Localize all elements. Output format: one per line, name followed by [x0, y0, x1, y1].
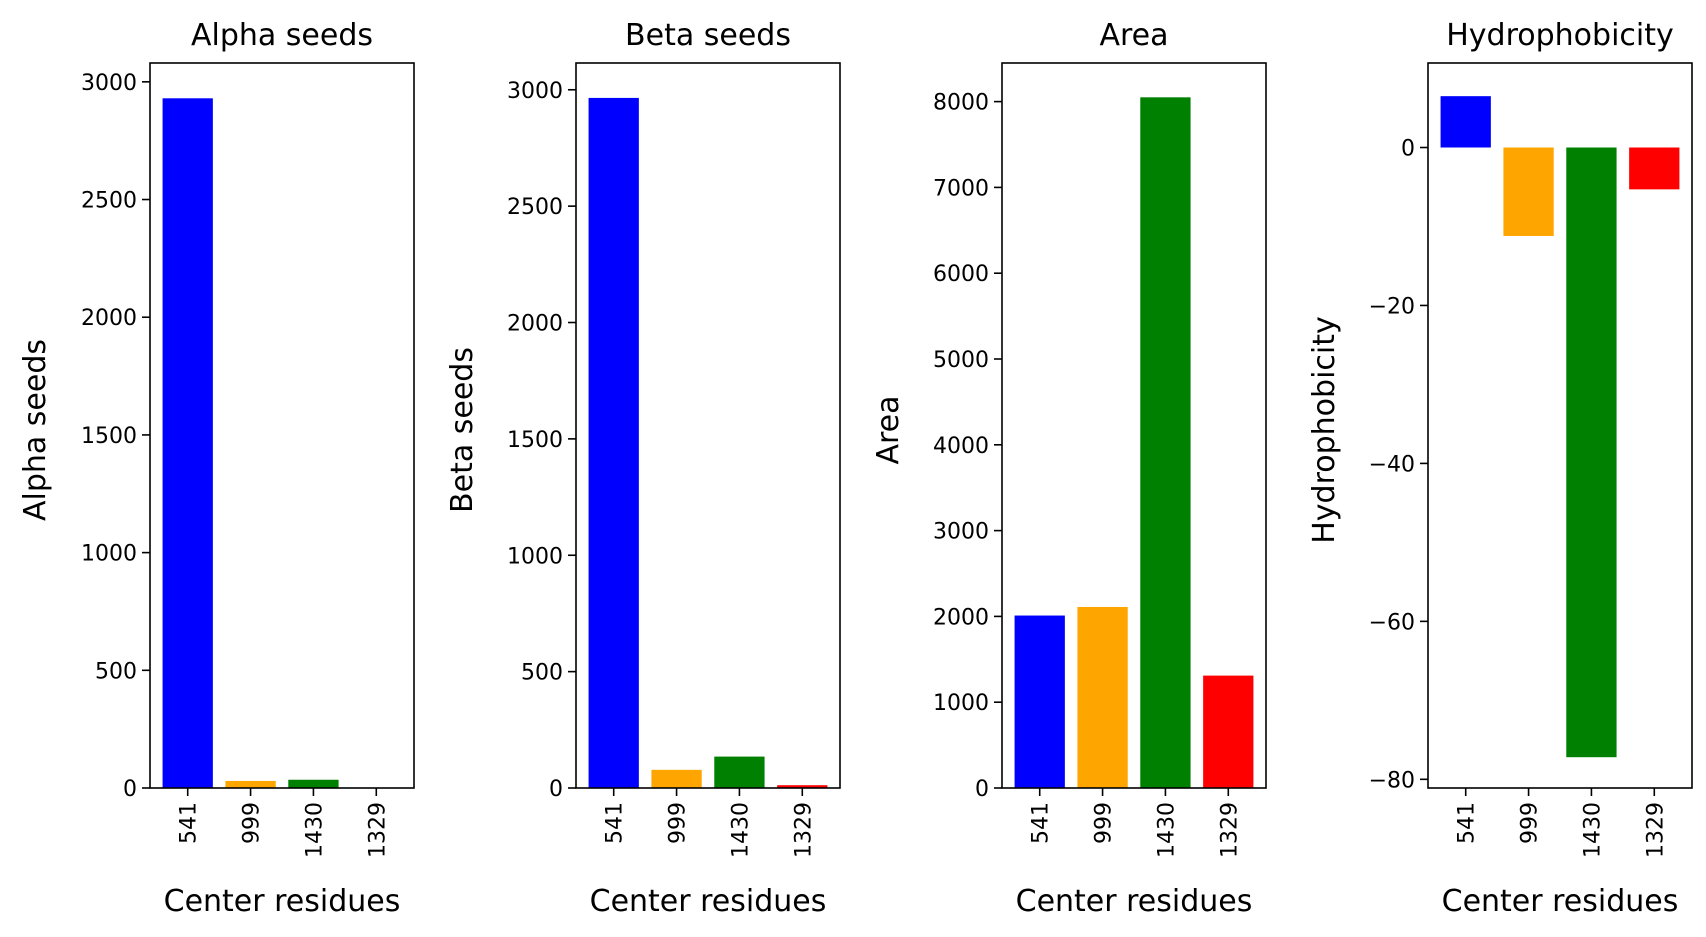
y-tick-label: 0: [549, 777, 563, 802]
x-axis-label: Center residues: [590, 884, 827, 919]
bar-541: [162, 98, 213, 788]
panel-hydrophobicity: Hydrophobicity Hydrophobicity Center res…: [1307, 18, 1678, 919]
chart-marks: 0 500 1000 1500 2000 2500 3000 541 999 1430 1329 0 5…: [81, 62, 1693, 858]
y-tick-label: 7000: [933, 176, 989, 201]
x-axis-label: Center residues: [164, 884, 401, 919]
y-axis-label: Alpha seeds: [18, 339, 53, 521]
y-tick-label: 6000: [933, 262, 989, 287]
y-tick-label: −40: [1369, 452, 1415, 477]
bar-999: [1077, 606, 1128, 788]
panel-title: Area: [1099, 18, 1168, 53]
y-tick-label: 3000: [507, 79, 563, 104]
y-tick-label: 500: [95, 659, 137, 684]
bar-1430: [1140, 97, 1191, 789]
x-tick-label: 999: [240, 802, 265, 844]
x-tick-label: 1430: [302, 802, 327, 858]
bar-999: [1503, 147, 1554, 236]
bar-999: [225, 780, 276, 788]
bar-999: [651, 769, 702, 788]
x-tick-label: 1430: [1580, 802, 1605, 858]
x-tick-label: 1430: [1154, 802, 1179, 858]
panel-title: Hydrophobicity: [1446, 18, 1674, 53]
y-axis-label: Area: [871, 395, 906, 464]
x-tick-label: 541: [603, 802, 628, 844]
bar-541: [588, 97, 639, 788]
y-tick-label: 2000: [933, 605, 989, 630]
x-tick-label: 999: [1518, 802, 1543, 844]
panel-beta-seeds: Beta seeds Beta seeds Center residues: [445, 18, 826, 919]
bar-1430: [288, 779, 339, 788]
panel-area: Area Area Center residues: [871, 18, 1252, 919]
bar-1430: [1566, 147, 1617, 758]
y-tick-label: 1000: [507, 544, 563, 569]
x-tick-label: 1430: [728, 802, 753, 858]
y-tick-label: 2000: [81, 306, 137, 331]
x-axis-label: Center residues: [1442, 884, 1679, 919]
bar-1329: [1203, 675, 1254, 788]
y-tick-label: 3000: [81, 71, 137, 96]
y-tick-label: 0: [1401, 137, 1415, 162]
x-axis-label: Center residues: [1016, 884, 1253, 919]
axes-frame: [1427, 62, 1693, 789]
x-tick-label: 541: [177, 802, 202, 844]
y-tick-label: 500: [521, 661, 563, 686]
y-axis-label: Hydrophobicity: [1307, 316, 1342, 544]
panel-alpha-seeds: Alpha seeds Alpha seeds Center residues: [18, 18, 400, 919]
panel-title: Alpha seeds: [191, 18, 373, 53]
y-tick-label: 1000: [81, 542, 137, 567]
x-tick-label: 1329: [791, 802, 816, 858]
bar-541: [1014, 615, 1065, 788]
axes-frame: [149, 62, 415, 789]
axes-frame: [575, 62, 841, 789]
axes-frame: [1001, 62, 1267, 789]
y-axis-label: Beta seeds: [445, 347, 480, 513]
x-tick-label: 1329: [1643, 802, 1668, 858]
y-tick-label: −20: [1369, 294, 1415, 319]
y-tick-label: 1500: [507, 428, 563, 453]
plot-area-2: 0 500 1000 1500 2000 2500 3000 541 999 1430 1329: [507, 62, 841, 858]
y-tick-label: 5000: [933, 348, 989, 373]
y-tick-label: 1000: [933, 691, 989, 716]
y-tick-label: −60: [1369, 610, 1415, 635]
x-tick-label: 999: [1092, 802, 1117, 844]
y-tick-label: 0: [975, 777, 989, 802]
y-tick-label: 1500: [81, 424, 137, 449]
panel-title: Beta seeds: [625, 18, 791, 53]
x-tick-label: 541: [1455, 802, 1480, 844]
y-tick-label: 2000: [507, 312, 563, 337]
x-tick-label: 999: [666, 802, 691, 844]
plot-area-3: 0 1000 2000 3000 4000 5000 6000 7000 8000 541 999 1…: [933, 62, 1267, 858]
y-tick-label: 2500: [507, 195, 563, 220]
y-tick-label: 3000: [933, 520, 989, 545]
y-tick-label: 2500: [81, 189, 137, 214]
plot-area-4: 0 −20 −40 −60 −80 541 999 1430 1329: [1369, 62, 1693, 858]
y-tick-label: 8000: [933, 91, 989, 116]
plot-area-1: 0 500 1000 1500 2000 2500 3000 541 999 1430 1329: [81, 62, 415, 858]
y-tick-label: −80: [1369, 768, 1415, 793]
bar-1430: [714, 756, 765, 788]
y-tick-label: 0: [123, 777, 137, 802]
x-tick-label: 1329: [1217, 802, 1242, 858]
bar-1329: [777, 785, 828, 788]
y-tick-label: 4000: [933, 434, 989, 459]
bar-1329: [1629, 147, 1680, 190]
bar-541: [1440, 96, 1491, 148]
x-tick-label: 541: [1029, 802, 1054, 844]
x-tick-label: 1329: [365, 802, 390, 858]
